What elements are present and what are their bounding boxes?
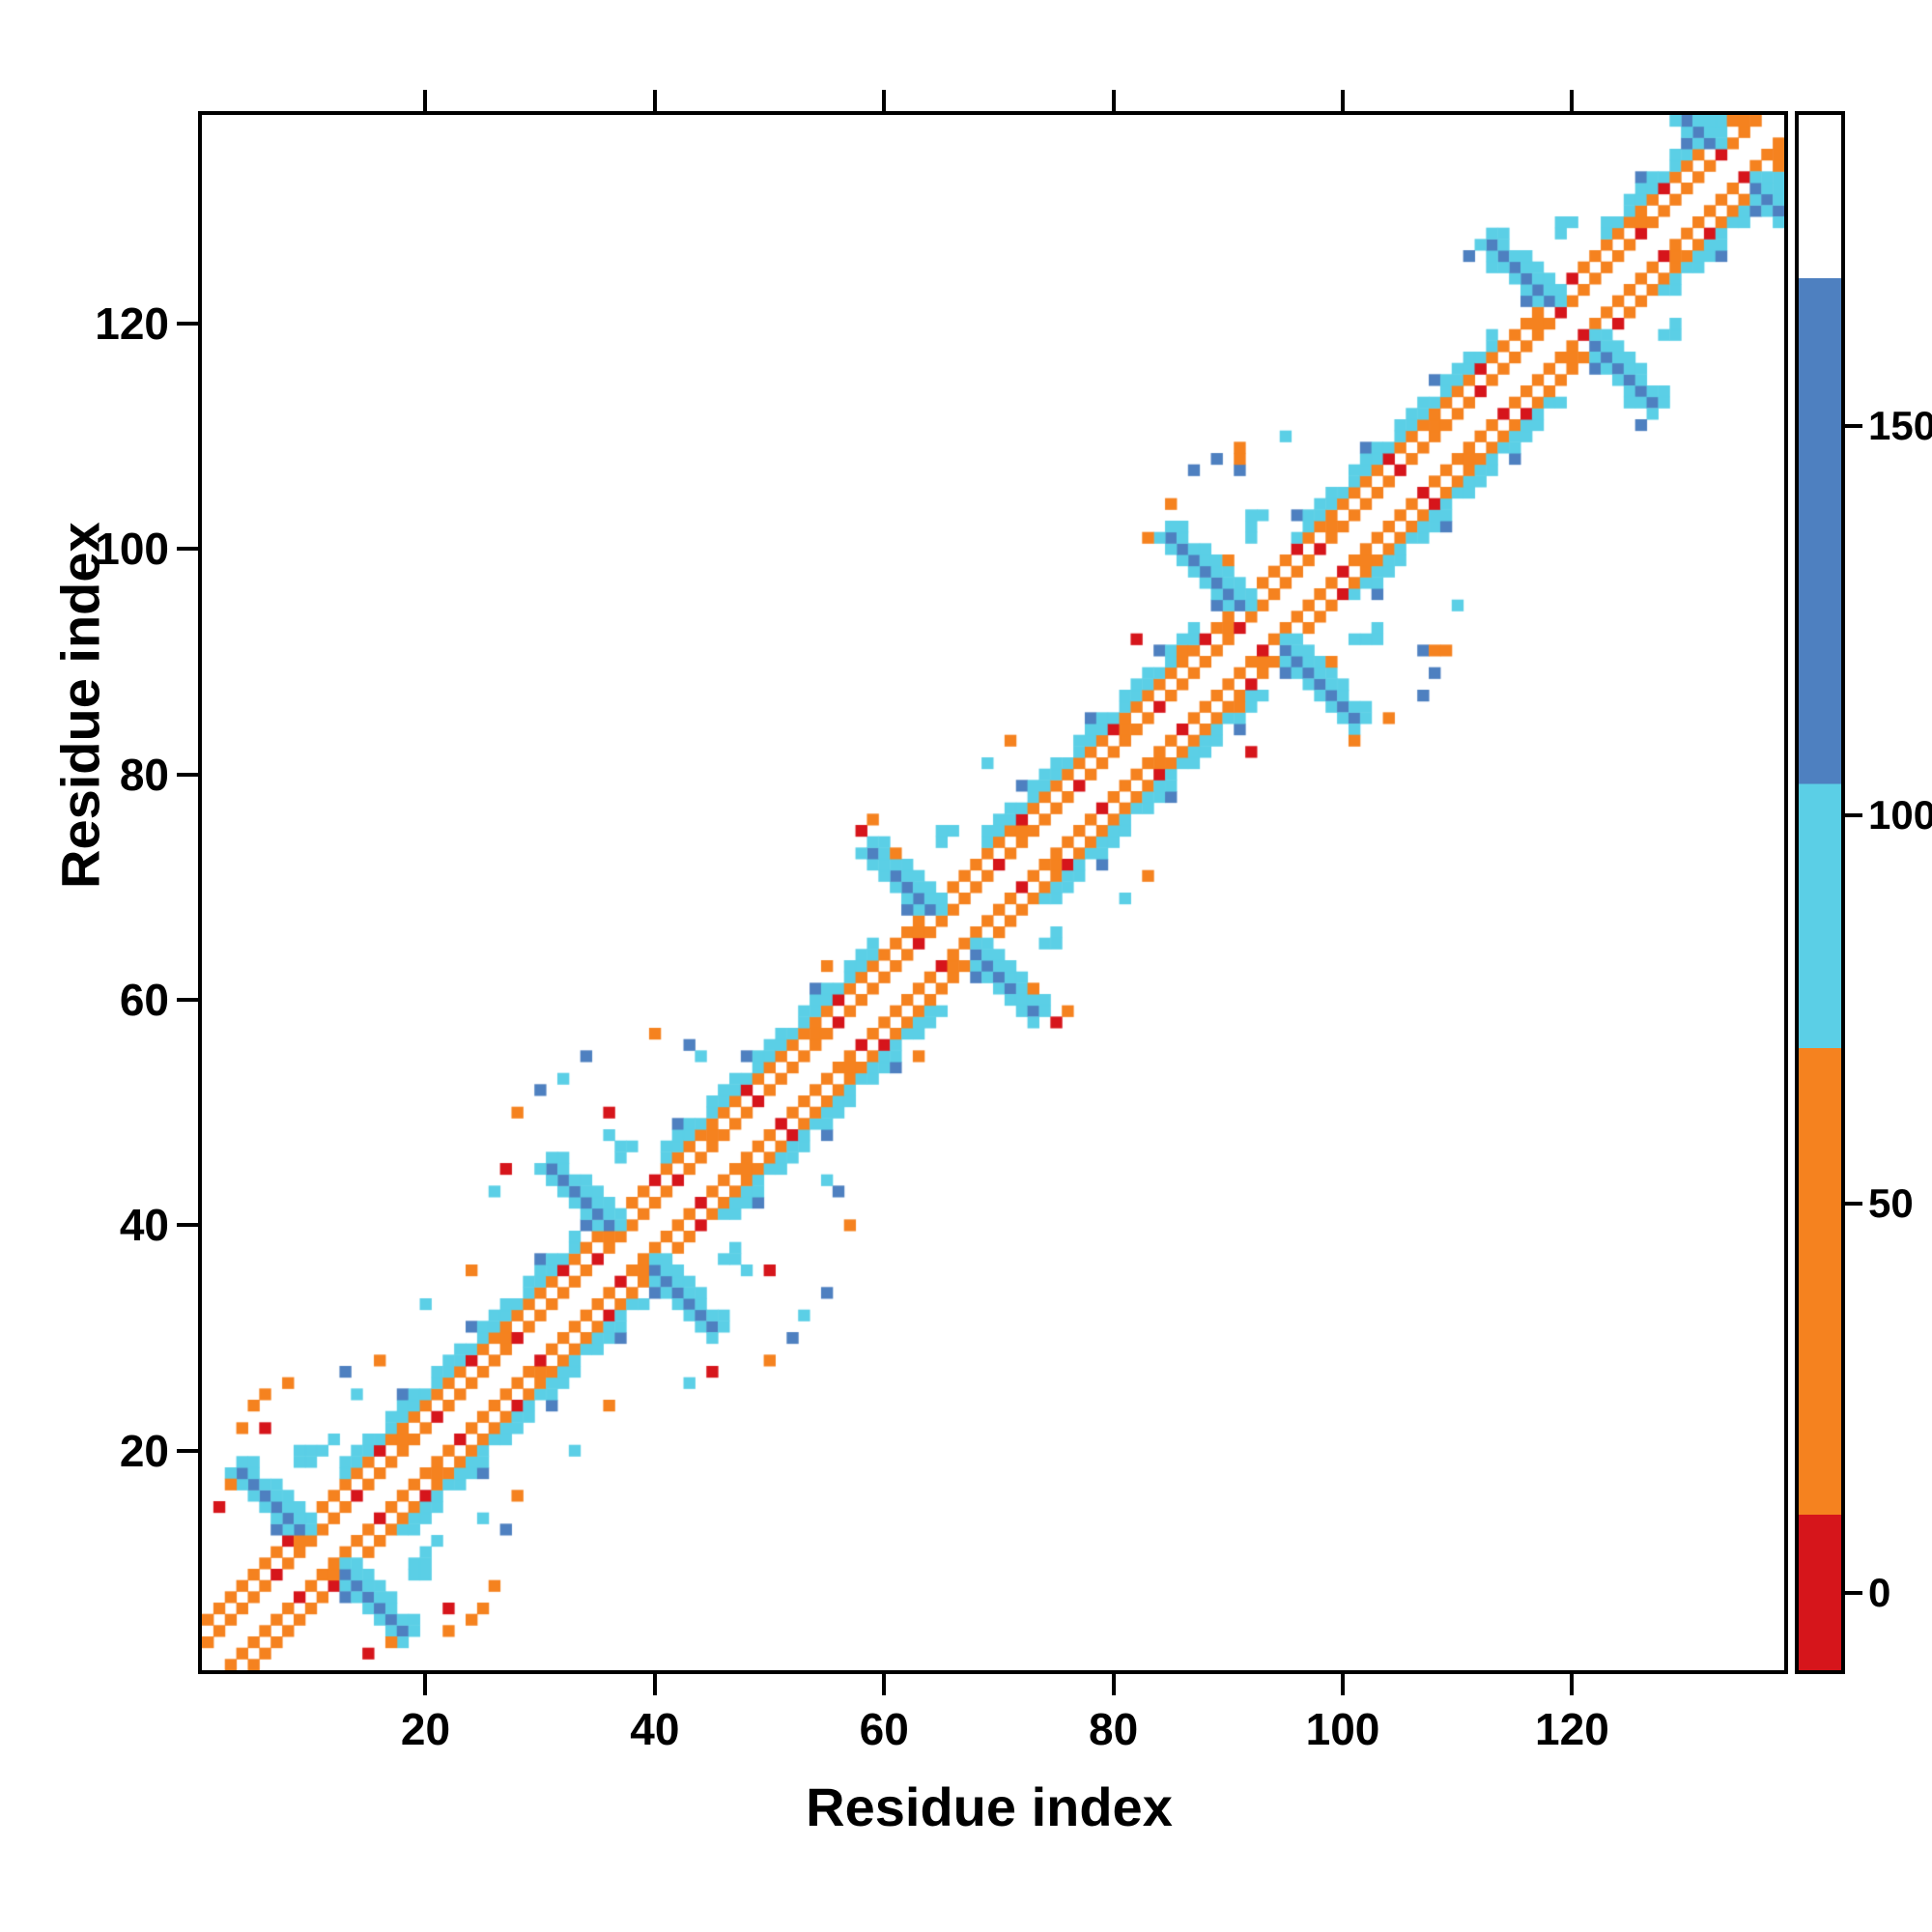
y-major-tick <box>177 997 198 1002</box>
x-tick-label: 120 <box>1535 1704 1609 1754</box>
x-major-tick <box>882 1674 887 1695</box>
colorbar-tick-label: 50 <box>1868 1180 1914 1226</box>
x-major-tick <box>1570 1674 1575 1695</box>
x-tick-label: 60 <box>859 1704 909 1754</box>
colorbar-tick-label: 150 <box>1868 403 1932 448</box>
y-tick-label: 120 <box>95 298 169 349</box>
y-major-tick <box>177 772 198 777</box>
colorbar-tick-label: 100 <box>1868 791 1932 838</box>
x-major-tick <box>1111 1674 1116 1695</box>
x-major-tick <box>1341 1674 1346 1695</box>
colorbar-tick <box>1845 1590 1862 1595</box>
x-top-tick <box>1111 90 1116 111</box>
y-tick-label: 80 <box>119 749 169 800</box>
x-top-tick <box>1570 90 1575 111</box>
y-major-tick <box>177 547 198 552</box>
x-tick-label: 40 <box>630 1704 680 1754</box>
x-top-tick <box>423 90 428 111</box>
contact-map-canvas <box>202 115 1784 1670</box>
x-top-tick <box>1341 90 1346 111</box>
colorbar-tick <box>1845 1202 1862 1206</box>
x-axis-label: Residue index <box>806 1776 1173 1837</box>
y-tick-label: 40 <box>119 1200 169 1251</box>
plot-area <box>198 111 1788 1674</box>
x-top-tick <box>652 90 657 111</box>
x-tick-label: 20 <box>400 1704 451 1754</box>
x-tick-label: 80 <box>1089 1704 1139 1754</box>
colorbar-tick <box>1845 424 1862 428</box>
y-axis-label: Residue index <box>49 522 111 889</box>
y-major-tick <box>177 1448 198 1453</box>
y-tick-label: 20 <box>119 1425 169 1476</box>
y-tick-label: 100 <box>95 524 169 575</box>
y-tick-label: 60 <box>119 974 169 1025</box>
colorbar-tick <box>1845 812 1862 817</box>
y-major-tick <box>177 321 198 326</box>
colorbar-gradient <box>1799 115 1841 1670</box>
colorbar <box>1795 111 1845 1674</box>
x-major-tick <box>652 1674 657 1695</box>
x-tick-label: 100 <box>1305 1704 1380 1754</box>
x-top-tick <box>882 90 887 111</box>
y-major-tick <box>177 1223 198 1228</box>
x-major-tick <box>423 1674 428 1695</box>
colorbar-tick-label: 0 <box>1868 1569 1891 1615</box>
